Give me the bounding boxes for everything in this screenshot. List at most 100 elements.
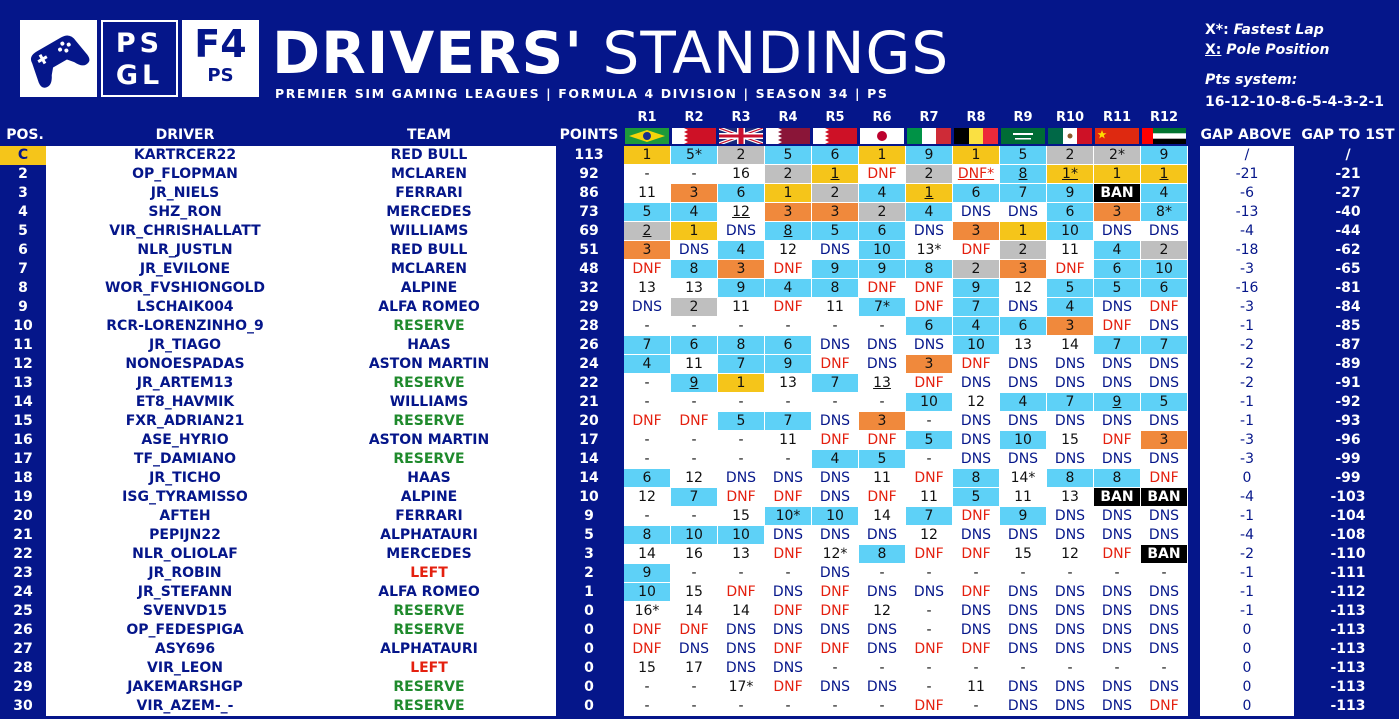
result-cell: -	[906, 659, 952, 678]
result-cell: DNS	[859, 526, 905, 545]
team-name: ALPHATAURI	[380, 641, 478, 657]
driver-name: NLR_OLIOLAF	[132, 546, 238, 562]
result-cell: -	[765, 697, 811, 716]
team-name: ALPINE	[400, 489, 458, 505]
team-name: ALPHATAURI	[380, 527, 478, 543]
result-cell: 5	[1094, 279, 1140, 298]
table-row: 2 OP_FLOPMAN MCLAREN 92- -16 2 1 DNF 2 DNF* 8 1* 1 1-…	[0, 165, 1399, 184]
result-cell: -	[624, 374, 670, 393]
result-cell: DNS	[859, 621, 905, 640]
result-cell: DNF	[953, 640, 999, 659]
result-cell: 14	[1047, 336, 1093, 355]
table-row: 12 NONOESPADAS ASTON MARTIN 24 4 11 7 9 DNF DNS 3 D…	[0, 355, 1399, 374]
table-row: 6 NLR_JUSTLN RED BULL 51 3 DNS 4 12 DNS 10 13* DNF 2…	[0, 241, 1399, 260]
result-cell: DNS	[718, 659, 764, 678]
result-cell: DNS	[1141, 507, 1187, 526]
result-cell: 10	[1000, 431, 1046, 450]
gap-first-cell: -113	[1330, 660, 1366, 676]
result-cell: DNS	[765, 621, 811, 640]
driver-name: KARTRCER22	[133, 147, 237, 163]
result-cell: 13*	[906, 241, 952, 260]
result-cell: 7	[718, 355, 764, 374]
table-row: 3 JR_NIELS FERRARI 86 11 3 6 1 2 4 1 6 7 9 BAN 4 -6 -27	[0, 184, 1399, 203]
table-row: C KARTRCER22 RED BULL 113 1 5* 2 5 6 1 9 1 5 2 2* 9//	[0, 146, 1399, 165]
result-cell: -	[671, 317, 717, 336]
position-cell: 5	[18, 223, 28, 239]
result-cell: DNS	[812, 469, 858, 488]
result-cell: DNF	[906, 298, 952, 317]
title-light: STANDINGS	[602, 19, 950, 87]
result-cell: 4	[1047, 298, 1093, 317]
result-cell: 1	[859, 146, 905, 165]
points-cell: 20	[579, 413, 599, 429]
result-cell: DNS	[1000, 355, 1046, 374]
result-cell: 8	[1047, 469, 1093, 488]
position-cell: 26	[13, 622, 33, 638]
result-cell: DNF	[906, 640, 952, 659]
result-cell: -	[1094, 564, 1140, 583]
result-cell: -	[671, 507, 717, 526]
gap-first-cell: -96	[1335, 432, 1361, 448]
china-flag-icon	[1095, 128, 1139, 144]
result-cell: DNF	[906, 374, 952, 393]
result-cell: DNS	[1094, 374, 1140, 393]
driver-name: RCR-LORENZINHO_9	[106, 318, 264, 334]
result-cell: 12	[859, 602, 905, 621]
team-name: ASTON MARTIN	[368, 432, 490, 448]
gap-above-cell: -1	[1240, 318, 1254, 334]
result-cell: DNS	[1000, 526, 1046, 545]
result-cell: 6	[765, 336, 811, 355]
gap-first-cell: -91	[1335, 375, 1361, 391]
round-label-r2: R2	[684, 110, 704, 125]
gap-above-cell: -1	[1240, 603, 1254, 619]
standings-table: C KARTRCER22 RED BULL 113 1 5* 2 5 6 1 9 1 5 2 2* 9//2 O…	[0, 146, 1399, 716]
result-cell: 9	[1094, 393, 1140, 412]
result-cell: -	[1047, 659, 1093, 678]
result-cell: DNS	[1047, 583, 1093, 602]
driver-name: OP_FEDESPIGA	[126, 622, 244, 638]
gap-above-cell: -2	[1240, 337, 1254, 353]
result-cell: 12	[765, 241, 811, 260]
result-cell: DNF	[765, 488, 811, 507]
result-cell: -	[812, 659, 858, 678]
points-cell: 26	[579, 337, 599, 353]
result-cell: DNS	[765, 469, 811, 488]
result-cell: DNS	[1000, 450, 1046, 469]
result-cell: DNS	[1094, 583, 1140, 602]
driver-name: JAKEMARSHGP	[127, 679, 243, 695]
result-cell: 5	[718, 412, 764, 431]
driver-name: SVENVD15	[142, 603, 228, 619]
result-cell: DNS	[953, 374, 999, 393]
gap-above-cell: -2	[1240, 356, 1254, 372]
result-cell: 7	[765, 412, 811, 431]
result-cell: DNS	[1094, 412, 1140, 431]
result-cell: 12	[671, 469, 717, 488]
result-cell: 15	[1000, 545, 1046, 564]
result-cell: DNS	[1047, 697, 1093, 716]
gap-first-cell: -81	[1335, 280, 1361, 296]
table-row: 28 VIR_LEON LEFT 0 15 17 DNS DNS - - - - - - - -0 -113	[0, 659, 1399, 678]
result-cell: 9	[1000, 507, 1046, 526]
result-cell: DNS	[718, 640, 764, 659]
result-cell: 1	[765, 184, 811, 203]
result-cell: DNF	[1094, 317, 1140, 336]
position-cell: 9	[18, 299, 28, 315]
result-cell: -	[953, 697, 999, 716]
result-cell: DNS	[953, 412, 999, 431]
result-cell: DNF	[1141, 697, 1187, 716]
result-cell: -	[718, 564, 764, 583]
position-cell: 19	[13, 489, 33, 505]
gap-above-cell: 0	[1242, 679, 1252, 695]
italy-flag-icon	[907, 128, 951, 144]
gap-above-cell: 0	[1242, 470, 1252, 486]
gap-first-cell: -113	[1330, 603, 1366, 619]
result-cell: DNS	[1141, 621, 1187, 640]
result-cell: DNF	[1141, 298, 1187, 317]
gap-first-cell: -40	[1335, 204, 1361, 220]
result-cell: DNS	[812, 526, 858, 545]
points-cell: 113	[574, 147, 604, 163]
gap-first-cell: -108	[1330, 527, 1366, 543]
gap-first-cell: -113	[1330, 641, 1366, 657]
result-cell: DNS	[859, 678, 905, 697]
result-cell: DNS	[812, 621, 858, 640]
